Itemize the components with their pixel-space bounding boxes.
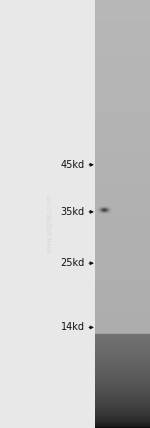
Text: 45kd: 45kd xyxy=(61,160,85,170)
Text: 35kd: 35kd xyxy=(61,207,85,217)
Text: www.ptglab.com: www.ptglab.com xyxy=(46,193,52,253)
Text: 25kd: 25kd xyxy=(60,258,85,268)
Text: 14kd: 14kd xyxy=(61,322,85,333)
